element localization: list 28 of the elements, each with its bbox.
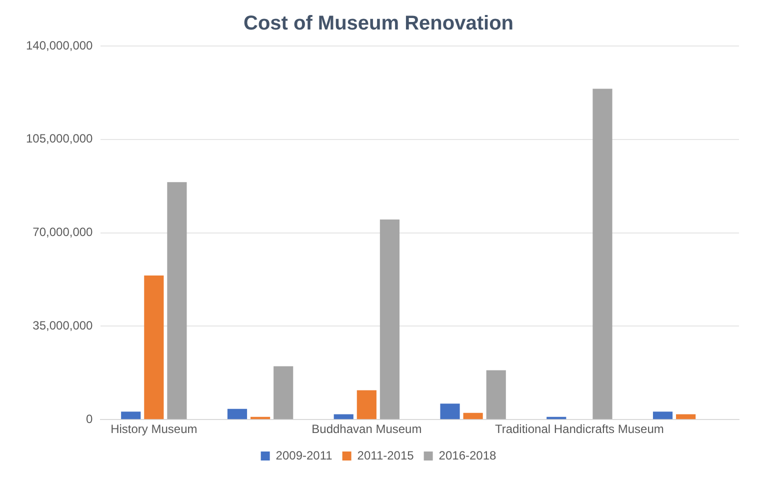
bar [356,390,376,420]
legend-label: 2009-2011 [276,448,333,462]
bar [440,404,460,420]
x-tick-label: Buddhavan Museum [312,422,422,436]
x-tick-label: History Museum [110,422,198,436]
y-tick-label: 0 [86,412,94,426]
y-tick-label: 140,000,000 [26,38,94,52]
chart-title: Cost of Museum Renovation [243,12,514,35]
legend-label: 2011-2015 [357,448,414,462]
bar [121,412,141,420]
bar [652,412,673,420]
bar [334,414,354,420]
bar [167,182,187,420]
bar [676,414,696,420]
bar [274,366,294,420]
y-tick-label: 70,000,000 [32,225,94,240]
bar [227,408,248,420]
x-tick-label: Traditional Handicrafts Museum [494,422,664,436]
bar [546,416,566,420]
y-tick-label: 105,000,000 [26,132,94,146]
bar [380,219,400,420]
legend-label: 2016-2018 [438,448,497,462]
y-tick-label: 35,000,000 [32,318,94,333]
bar [463,412,483,420]
bar [486,370,506,420]
bar [592,88,612,420]
bar [250,416,270,420]
bar [144,275,164,420]
